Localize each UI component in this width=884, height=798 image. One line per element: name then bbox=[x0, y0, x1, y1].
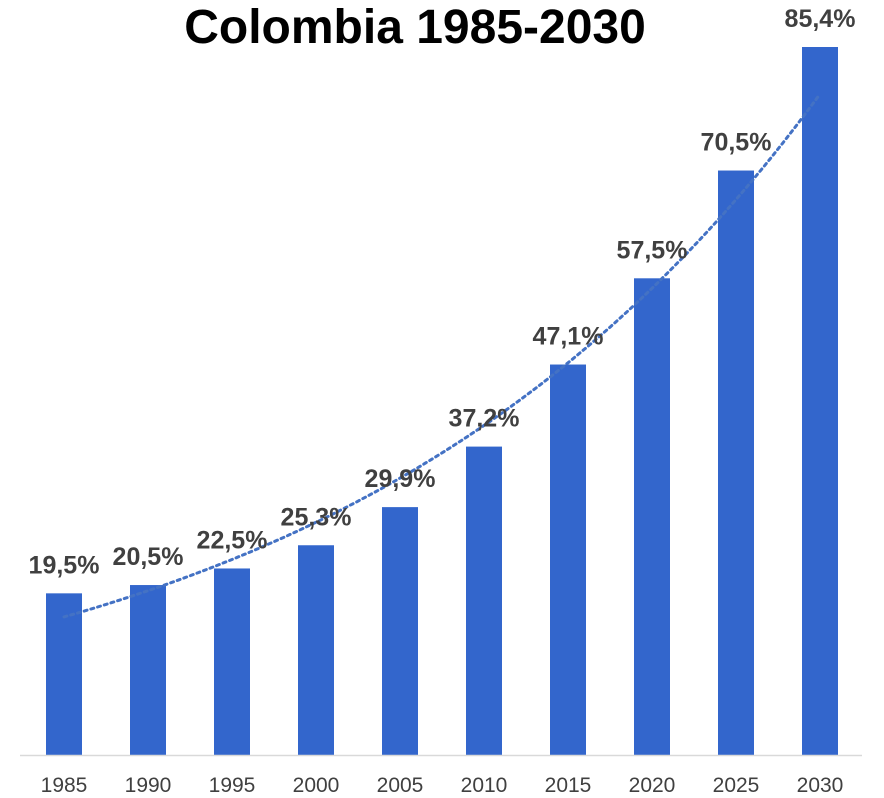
x-tick-1995: 1995 bbox=[209, 774, 256, 797]
data-label-2000: 25,3% bbox=[281, 503, 352, 531]
data-labels-layer: 19,5% 20,5% 22,5% 25,3% 29,9% 37,2% 47,1% 57,5%… bbox=[29, 5, 856, 579]
x-tick-2010: 2010 bbox=[461, 774, 508, 797]
trendline-layer bbox=[62, 92, 822, 619]
x-tick-1985: 1985 bbox=[41, 774, 88, 797]
bar-1995 bbox=[214, 568, 250, 755]
data-label-2010: 37,2% bbox=[449, 405, 520, 433]
x-tick-2005: 2005 bbox=[377, 774, 424, 797]
x-tick-1990: 1990 bbox=[125, 774, 172, 797]
x-tick-2025: 2025 bbox=[713, 774, 760, 797]
bar-2005 bbox=[382, 507, 418, 755]
chart-title: Colombia 1985-2030 bbox=[184, 1, 646, 54]
bars-layer bbox=[46, 47, 838, 756]
bar-2025 bbox=[718, 170, 754, 756]
data-label-2005: 29,9% bbox=[365, 465, 436, 493]
x-tick-labels-layer: 1985 1990 1995 2000 2005 2010 2015 2020 2025 2030 bbox=[41, 774, 844, 797]
bar-1990 bbox=[130, 585, 166, 755]
data-label-2020: 57,5% bbox=[617, 236, 688, 264]
data-label-1985: 19,5% bbox=[29, 551, 100, 579]
data-label-2025: 70,5% bbox=[701, 129, 772, 157]
bar-2000 bbox=[298, 545, 334, 755]
data-label-1990: 20,5% bbox=[113, 543, 184, 571]
data-label-1995: 22,5% bbox=[197, 526, 268, 554]
bar-2015 bbox=[550, 364, 586, 755]
bar-2030 bbox=[802, 47, 838, 755]
bar-1985 bbox=[46, 593, 82, 755]
x-tick-2015: 2015 bbox=[545, 774, 592, 797]
x-tick-2030: 2030 bbox=[797, 774, 844, 797]
x-tick-2020: 2020 bbox=[629, 774, 676, 797]
x-tick-2000: 2000 bbox=[293, 774, 340, 797]
trendline bbox=[62, 92, 822, 619]
bar-2020 bbox=[634, 278, 670, 755]
bar-2010 bbox=[466, 446, 502, 755]
data-label-2015: 47,1% bbox=[533, 323, 604, 351]
data-label-2030: 85,4% bbox=[785, 5, 856, 33]
